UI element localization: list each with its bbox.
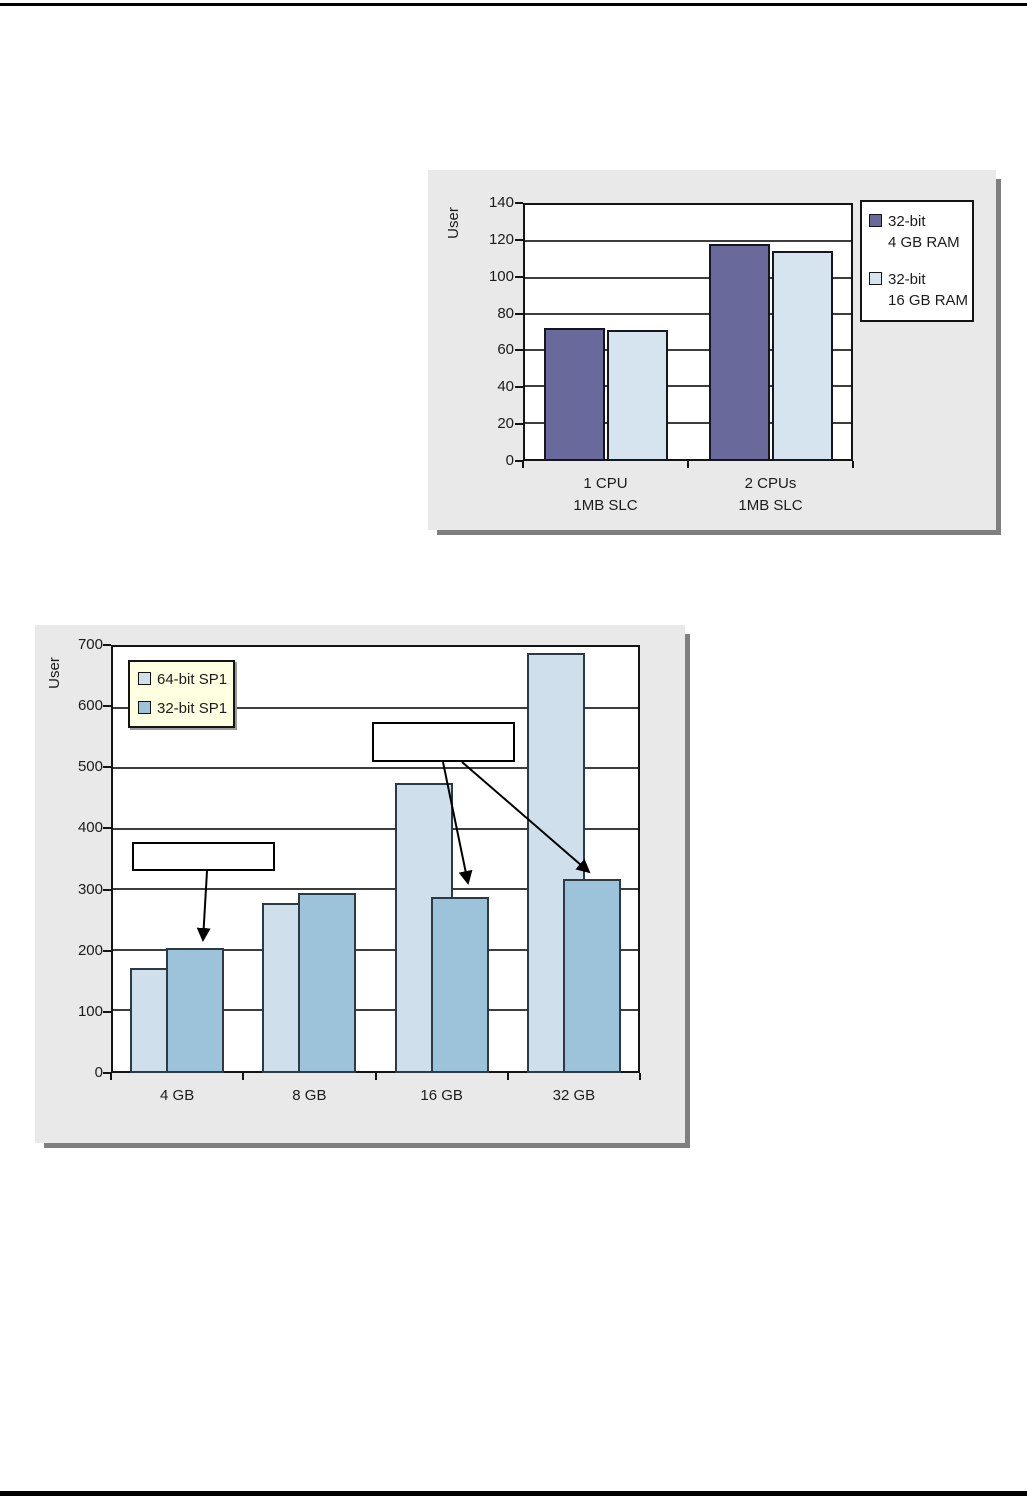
gridline <box>525 421 851 424</box>
y-axis-tick-label: 200 <box>77 941 103 959</box>
y-axis-tick <box>103 949 111 952</box>
y-axis-tick-label: 40 <box>497 378 514 396</box>
gridline <box>525 276 851 279</box>
x-axis-tick <box>110 1073 112 1080</box>
x-axis-tick <box>639 1073 641 1080</box>
callout-box <box>372 722 515 762</box>
x-axis-category-label: 8 GB <box>292 1087 327 1104</box>
bar-32-bit-sp1 <box>430 896 489 1073</box>
x-axis-tick <box>852 461 854 468</box>
legend-label: 32-bit 16 GB RAM <box>888 271 969 309</box>
bar-32-bit-16-gb-ram <box>771 250 833 461</box>
x-axis-tick <box>374 1073 377 1080</box>
y-axis-tick-label: 500 <box>77 758 103 776</box>
x-axis-tick <box>522 461 524 468</box>
gridline <box>525 349 851 352</box>
gridline <box>113 1009 638 1012</box>
x-axis-tick <box>506 1073 509 1080</box>
y-axis-tick <box>515 423 523 426</box>
legend-swatch <box>869 272 882 285</box>
y-axis-tick-label: 60 <box>497 341 514 359</box>
y-axis-tick-label: 20 <box>497 415 514 433</box>
y-axis-title: User <box>445 207 462 239</box>
bar-32-bit-sp1 <box>298 892 357 1073</box>
memory-users-chart: User 64-bit SP1 32-bit SP1 0 100 200 300 400 5… <box>35 625 685 1143</box>
gridline <box>113 888 638 891</box>
y-axis-tick-label: 80 <box>497 304 514 322</box>
bar-32-bit-sp1 <box>562 879 621 1073</box>
y-axis-tick-label: 700 <box>77 636 103 653</box>
legend-label: 32-bit SP1 <box>157 700 228 717</box>
x-axis-tick <box>687 461 689 468</box>
chart-legend: 32-bit 4 GB RAM 32-bit 16 GB RAM <box>860 200 974 322</box>
legend-swatch <box>869 214 882 227</box>
y-axis-tick <box>515 460 523 462</box>
x-axis-category-label: 32 GB <box>552 1087 596 1104</box>
gridline <box>113 706 638 709</box>
y-axis-tick-label: 120 <box>488 230 514 248</box>
y-axis-tick-label: 400 <box>77 819 103 837</box>
bar-32-bit-sp1 <box>166 947 225 1073</box>
chart-legend: 64-bit SP1 32-bit SP1 <box>128 660 235 728</box>
y-axis-tick-label: 0 <box>505 452 514 469</box>
legend-entry: 32-bit 4 GB RAM <box>869 211 965 253</box>
y-axis-tick <box>103 1072 111 1074</box>
x-axis-category-label: 2 CPUs 1MB SLC <box>738 475 803 514</box>
y-axis-tick <box>515 238 523 241</box>
y-axis-tick <box>103 705 111 708</box>
x-axis-tick <box>242 1073 245 1080</box>
gridline <box>525 385 851 388</box>
gridline <box>525 312 851 315</box>
page-bottom-rule <box>0 1491 1027 1496</box>
y-axis-tick-label: 140 <box>488 194 514 211</box>
legend-swatch <box>138 672 151 685</box>
y-axis-tick <box>103 827 111 830</box>
legend-entry: 64-bit SP1 <box>138 669 228 690</box>
x-axis-category-label: 1 CPU 1MB SLC <box>573 475 638 514</box>
legend-swatch <box>138 701 151 714</box>
y-axis-tick <box>515 202 523 204</box>
y-axis-tick <box>103 888 111 891</box>
callout-box <box>132 842 275 871</box>
legend-label: 64-bit SP1 <box>157 671 228 688</box>
y-axis-tick <box>103 766 111 769</box>
bar-32-bit-4-gb-ram <box>543 328 605 461</box>
y-axis-tick <box>515 349 523 352</box>
gridline <box>525 240 851 243</box>
legend-entry: 32-bit 16 GB RAM <box>869 269 969 311</box>
y-axis-tick <box>103 1010 111 1013</box>
legend-label: 32-bit 4 GB RAM <box>888 213 960 251</box>
page-top-rule <box>0 3 1027 6</box>
y-axis-tick <box>515 275 523 278</box>
y-axis-tick-label: 0 <box>94 1064 103 1081</box>
gridline <box>113 827 638 830</box>
x-axis-category-label: 4 GB <box>160 1087 195 1104</box>
bar-32-bit-16-gb-ram <box>606 330 668 461</box>
gridline <box>113 767 638 770</box>
y-axis-tick <box>103 644 111 646</box>
y-axis-tick-label: 300 <box>77 880 103 898</box>
legend-entry: 32-bit SP1 <box>138 698 228 719</box>
y-axis-tick-label: 100 <box>77 1002 103 1020</box>
gridline <box>113 948 638 951</box>
y-axis-tick <box>515 386 523 389</box>
y-axis-tick-label: 600 <box>77 697 103 715</box>
x-axis-category-label: 16 GB <box>420 1087 463 1104</box>
bar-32-bit-4-gb-ram <box>708 243 770 461</box>
y-axis-tick-label: 100 <box>488 267 514 285</box>
y-axis-tick <box>515 312 523 315</box>
cpu-users-chart: User 32-bit 4 GB RAM 32-bit 16 GB RAM 0 20 40… <box>428 170 996 530</box>
